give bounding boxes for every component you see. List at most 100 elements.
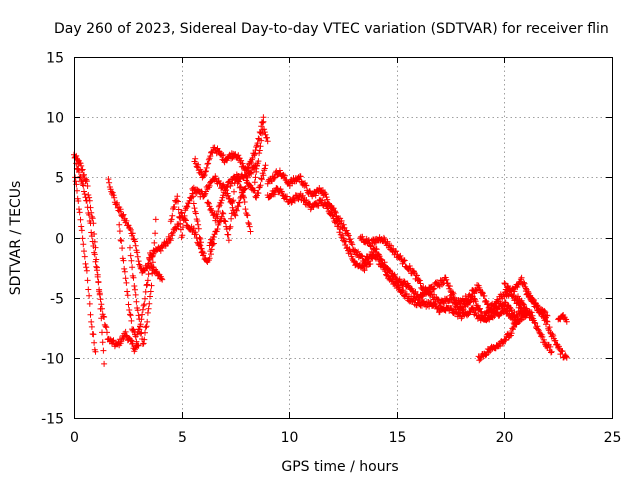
data-point xyxy=(87,311,94,318)
data-point xyxy=(531,319,538,326)
data-point xyxy=(80,182,87,189)
data-point xyxy=(256,150,263,157)
data-point xyxy=(119,336,126,343)
data-point xyxy=(111,194,118,201)
data-point xyxy=(134,307,141,314)
data-point xyxy=(324,196,331,203)
data-point xyxy=(254,140,261,147)
data-point xyxy=(145,305,152,312)
data-point xyxy=(171,204,178,210)
data-point xyxy=(181,212,188,219)
data-point xyxy=(416,277,423,284)
data-point xyxy=(199,248,206,255)
data-point xyxy=(198,239,204,246)
data-point xyxy=(206,182,213,189)
data-point xyxy=(547,343,554,350)
data-point xyxy=(186,197,193,204)
data-point xyxy=(248,159,255,166)
data-point xyxy=(312,192,319,199)
data-point xyxy=(472,298,479,305)
data-point xyxy=(124,288,131,295)
data-point xyxy=(330,211,336,218)
data-point xyxy=(128,257,135,264)
data-point xyxy=(548,348,555,355)
data-point xyxy=(123,332,130,339)
data-point xyxy=(347,236,354,243)
data-point xyxy=(139,311,146,318)
data-point xyxy=(257,182,264,189)
data-point xyxy=(128,317,135,324)
data-point xyxy=(281,172,288,179)
data-point xyxy=(336,229,343,236)
data-point xyxy=(477,305,483,312)
data-point xyxy=(258,175,265,182)
data-point xyxy=(446,283,453,290)
data-point xyxy=(173,197,180,204)
data-point xyxy=(129,340,136,347)
data-point xyxy=(124,292,131,299)
data-point xyxy=(72,178,79,185)
data-point xyxy=(534,323,541,330)
data-point xyxy=(509,325,516,332)
data-point xyxy=(210,234,217,240)
data-point xyxy=(235,152,242,159)
data-point xyxy=(502,337,509,344)
data-point xyxy=(237,183,244,190)
data-point xyxy=(81,253,88,260)
x-tick-label: 15 xyxy=(389,430,407,446)
data-point xyxy=(133,298,140,305)
data-point xyxy=(91,339,98,346)
data-point xyxy=(518,274,525,281)
data-point xyxy=(435,296,442,303)
data-point xyxy=(177,210,184,217)
data-point xyxy=(380,234,387,241)
data-point xyxy=(103,324,110,331)
data-point xyxy=(543,318,550,325)
data-point xyxy=(235,203,242,210)
y-tick-label: 10 xyxy=(46,111,64,127)
data-point xyxy=(248,170,255,177)
data-point xyxy=(127,336,133,342)
data-point xyxy=(109,189,116,196)
data-point xyxy=(360,265,367,272)
data-point xyxy=(244,174,251,181)
data-point xyxy=(176,213,183,220)
data-point xyxy=(129,230,136,237)
data-point xyxy=(192,210,199,217)
data-point xyxy=(505,292,512,299)
data-point xyxy=(147,288,154,295)
data-point xyxy=(258,123,265,130)
data-point xyxy=(170,229,176,236)
data-point xyxy=(120,257,127,264)
data-point xyxy=(335,223,342,230)
data-point xyxy=(542,314,549,321)
data-point xyxy=(205,200,212,207)
data-point xyxy=(77,216,84,223)
data-point xyxy=(271,174,278,181)
data-point xyxy=(450,290,457,297)
data-point xyxy=(81,191,88,198)
data-point xyxy=(82,194,89,201)
data-point xyxy=(347,248,354,255)
data-point xyxy=(495,298,502,305)
data-point xyxy=(514,318,521,325)
data-point xyxy=(121,268,128,275)
data-point xyxy=(122,275,129,282)
data-point xyxy=(84,277,91,284)
data-point xyxy=(157,247,164,254)
data-point xyxy=(133,338,140,345)
data-point xyxy=(101,314,108,320)
data-point xyxy=(206,255,213,262)
data-point xyxy=(80,241,87,248)
data-point xyxy=(542,309,549,316)
data-point xyxy=(378,260,385,267)
data-point xyxy=(123,217,130,224)
data-point xyxy=(255,158,262,165)
data-point xyxy=(214,226,221,232)
data-point xyxy=(339,232,346,239)
data-point xyxy=(218,200,225,206)
data-point xyxy=(505,308,511,315)
data-point xyxy=(258,176,265,183)
data-point xyxy=(134,249,141,256)
data-point xyxy=(180,217,187,224)
